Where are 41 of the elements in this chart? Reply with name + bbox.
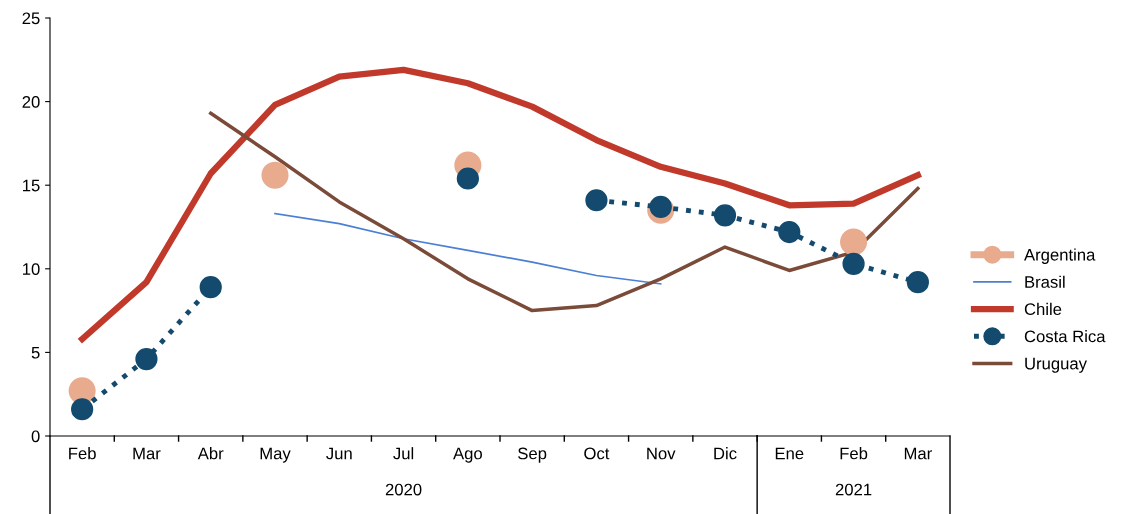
x-tick-label: Ago [453, 447, 482, 463]
line-series [208, 111, 920, 313]
y-tick-label: 25 [22, 12, 40, 25]
x-tick-label: Dic [714, 447, 737, 460]
legend-label: Costa Rica [1024, 330, 1106, 343]
point [199, 276, 222, 299]
legend-label: Chile [1024, 302, 1062, 316]
line-series [274, 212, 662, 285]
point [840, 228, 868, 256]
x-tick-label: Feb [69, 447, 96, 460]
y-tick-label: 15 [23, 179, 40, 192]
x-tick-label: Jun [326, 447, 352, 460]
point [585, 189, 608, 212]
y-tick-label: 0 [31, 430, 40, 443]
x-tick-label: May [260, 447, 291, 463]
legend-label: Argentina [1024, 248, 1096, 264]
x-tick-label: Ene [775, 447, 804, 460]
point [71, 398, 94, 421]
x-tick-label: Mar [904, 447, 932, 460]
legend-label: Uruguay [1025, 357, 1087, 373]
y-tick-label: 20 [22, 96, 40, 108]
text: 2020 [385, 483, 422, 496]
point [261, 161, 289, 189]
x-tick-label: Sep [518, 447, 547, 463]
x-tick-label: Jul [393, 447, 414, 460]
y-tick-label: 10 [23, 263, 40, 275]
x-tick-label: Abr [197, 447, 224, 460]
x-tick-label: Mar [133, 447, 161, 460]
legend-label: Brasil [1025, 275, 1065, 288]
point [456, 167, 479, 190]
point [649, 195, 672, 219]
y-tick-label: 5 [31, 346, 40, 359]
point [906, 271, 929, 294]
point [842, 252, 865, 275]
point [713, 204, 737, 227]
x-tick-label: Oct [584, 447, 610, 460]
text: 2021 [835, 483, 872, 496]
x-tick-label: Feb [840, 447, 868, 460]
point [135, 347, 158, 371]
x-tick-label: Nov [647, 447, 676, 460]
point [778, 220, 801, 244]
